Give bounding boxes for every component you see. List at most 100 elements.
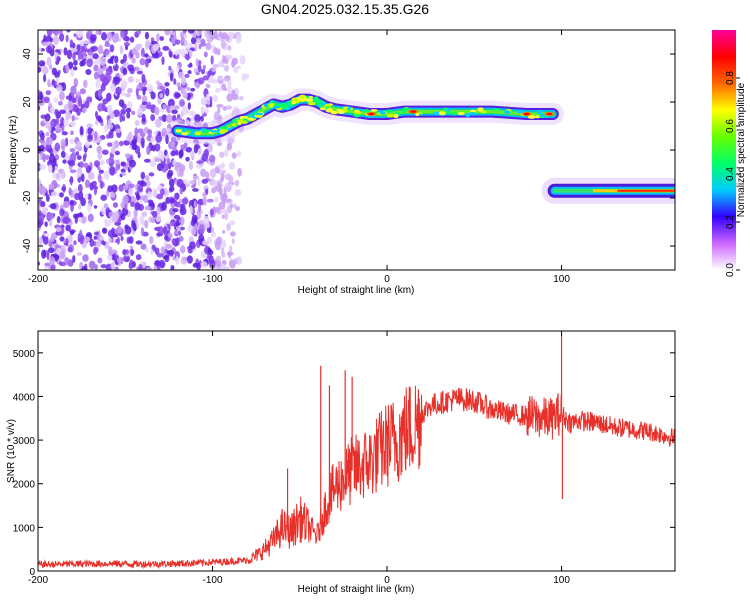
noise-blob [103, 203, 109, 209]
noise-blob [187, 224, 193, 233]
noise-blob [71, 115, 75, 122]
noise-blob [40, 132, 45, 141]
noise-blob [42, 66, 49, 75]
noise-blob [159, 188, 165, 196]
noise-blob [122, 195, 129, 205]
noise-region [38, 30, 250, 270]
noise-blob [236, 151, 242, 157]
noise-blob [141, 211, 148, 217]
noise-blob [60, 139, 66, 146]
noise-blob [97, 257, 103, 264]
noise-blob [211, 187, 217, 194]
noise-blob [65, 224, 71, 232]
noise-blob [213, 46, 218, 55]
noise-blob [131, 110, 136, 115]
noise-blob [229, 245, 233, 253]
noise-blob [223, 265, 229, 270]
noise-blob [161, 56, 165, 65]
snr-x-axis-label: Height of straight line (km) [298, 584, 415, 595]
noise-blob [72, 255, 76, 263]
noise-blob [77, 155, 82, 161]
noise-blob [128, 236, 134, 244]
noise-blob [143, 158, 151, 163]
noise-blob [79, 235, 85, 245]
y-tick-label: 20 [22, 96, 33, 108]
upper-trace-speckle [307, 101, 316, 106]
noise-blob [181, 197, 189, 205]
noise-blob [50, 106, 56, 115]
noise-blob [75, 151, 80, 156]
noise-blob [170, 31, 176, 36]
noise-blob [52, 35, 60, 46]
noise-blob [111, 141, 115, 148]
y-tick-label: 0 [29, 567, 35, 578]
noise-blob [222, 55, 226, 63]
noise-blob [182, 30, 187, 34]
noise-blob [82, 254, 89, 262]
upper-trace-speckle [291, 100, 297, 104]
noise-blob [198, 43, 202, 50]
noise-blob [129, 36, 135, 43]
upper-trace-speckle [189, 133, 195, 136]
y-tick-label: 2000 [13, 480, 36, 491]
noise-blob [115, 164, 121, 171]
x-tick-label: -100 [203, 274, 223, 285]
noise-blob [102, 77, 110, 86]
noise-blob [155, 118, 162, 128]
noise-blob [95, 30, 100, 36]
noise-blob [73, 240, 77, 246]
noise-blob [47, 212, 55, 220]
noise-blob [93, 185, 98, 196]
noise-blob [74, 78, 78, 85]
noise-blob [215, 255, 222, 262]
noise-blob [187, 102, 191, 110]
noise-blob [208, 249, 214, 256]
noise-blob [101, 149, 109, 155]
upper-trace-speckle [469, 111, 476, 116]
noise-blob [46, 30, 53, 37]
noise-blob [45, 154, 50, 160]
noise-blob [94, 110, 98, 119]
noise-blob [158, 259, 166, 269]
noise-blob [209, 259, 216, 269]
noise-blob [159, 36, 164, 41]
noise-blob [79, 88, 87, 95]
y-tick-label: 1000 [13, 523, 36, 534]
noise-blob [137, 82, 144, 92]
noise-blob [185, 146, 193, 153]
upper-trace-speckle [236, 119, 245, 122]
upper-trace-speckle [451, 112, 457, 116]
noise-blob [166, 158, 171, 165]
noise-blob [162, 104, 167, 110]
noise-blob [112, 238, 116, 244]
noise-blob [76, 30, 84, 39]
noise-blob [105, 67, 113, 75]
upper-trace-speckle [190, 130, 197, 134]
upper-trace-speckle [535, 115, 540, 119]
noise-blob [114, 221, 121, 226]
noise-blob [50, 203, 57, 210]
noise-blob [179, 203, 186, 211]
noise-blob [235, 205, 240, 212]
noise-blob [225, 184, 232, 193]
noise-blob [86, 96, 93, 103]
noise-blob [50, 264, 56, 270]
noise-blob [144, 205, 152, 211]
noise-blob [59, 208, 65, 217]
noise-blob [209, 168, 217, 178]
noise-blob [229, 220, 236, 226]
colorbar-tick-label: 0.6 [725, 119, 736, 133]
noise-blob [228, 175, 234, 184]
noise-blob [82, 50, 87, 56]
noise-blob [52, 157, 57, 165]
noise-blob [72, 66, 78, 71]
noise-blob [170, 150, 177, 157]
noise-blob [62, 216, 69, 224]
noise-blob [94, 231, 99, 236]
noise-blob [97, 44, 104, 55]
noise-blob [208, 154, 216, 163]
colorbar-label: Normalized spectral amplitude [736, 82, 747, 217]
noise-blob [84, 192, 89, 200]
noise-blob [147, 129, 153, 135]
noise-blob [80, 173, 85, 183]
